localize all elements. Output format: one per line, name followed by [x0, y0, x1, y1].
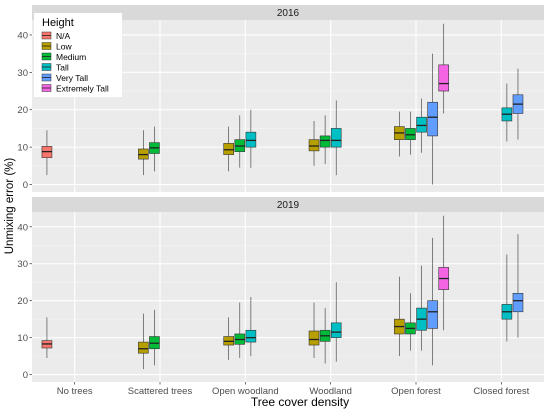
y-tick-label: 40: [17, 222, 28, 233]
facet-strip: [32, 5, 544, 20]
y-tick-label: 30: [17, 259, 28, 270]
box-body: [427, 300, 438, 329]
legend-item-label: Medium: [56, 52, 86, 62]
y-tick-label: 20: [17, 105, 28, 116]
box-body: [308, 330, 320, 346]
box-body: [438, 64, 450, 92]
legend-item-label: Very Tall: [56, 73, 88, 83]
y-tick-label: 40: [17, 30, 28, 41]
legend-item-label: Tall: [56, 63, 69, 73]
x-tick-label: Open forest: [391, 386, 441, 397]
box-body: [416, 116, 427, 133]
legend-item-label: Low: [56, 42, 72, 52]
x-tick-label: Scattered trees: [128, 386, 193, 397]
facet-strip-label: 2016: [277, 8, 300, 19]
box-body: [245, 131, 257, 148]
legend-item-label: Extremely Tall: [56, 84, 109, 94]
y-tick-label: 30: [17, 68, 28, 79]
facet-strip-label: 2019: [277, 200, 300, 211]
y-tick-label: 10: [17, 333, 28, 344]
y-tick-label: 20: [17, 296, 28, 307]
box-body: [308, 139, 320, 152]
box-body: [319, 135, 331, 148]
box-body: [223, 143, 234, 155]
box-body: [427, 101, 438, 137]
x-tick-label: No trees: [57, 386, 93, 397]
box-body: [245, 329, 257, 343]
x-tick-label: Open woodland: [212, 386, 279, 397]
legend-item-label: N/A: [56, 31, 71, 41]
legend-title: Height: [42, 17, 74, 29]
y-tick-label: 10: [17, 143, 28, 154]
box-body: [330, 322, 342, 338]
box-body: [138, 341, 149, 354]
y-tick-label: 0: [23, 180, 28, 191]
x-axis-title: Tree cover density: [251, 395, 349, 409]
box-body: [330, 128, 342, 148]
facet-strip: [32, 197, 544, 212]
y-axis-title: Unmixing error (%): [4, 158, 16, 255]
panel-background: [32, 212, 544, 382]
box-body: [405, 128, 416, 140]
box-body: [512, 293, 524, 313]
x-tick-label: Closed forest: [473, 386, 529, 397]
x-tick-label: Woodland: [309, 386, 352, 397]
y-tick-label: 0: [23, 370, 28, 381]
